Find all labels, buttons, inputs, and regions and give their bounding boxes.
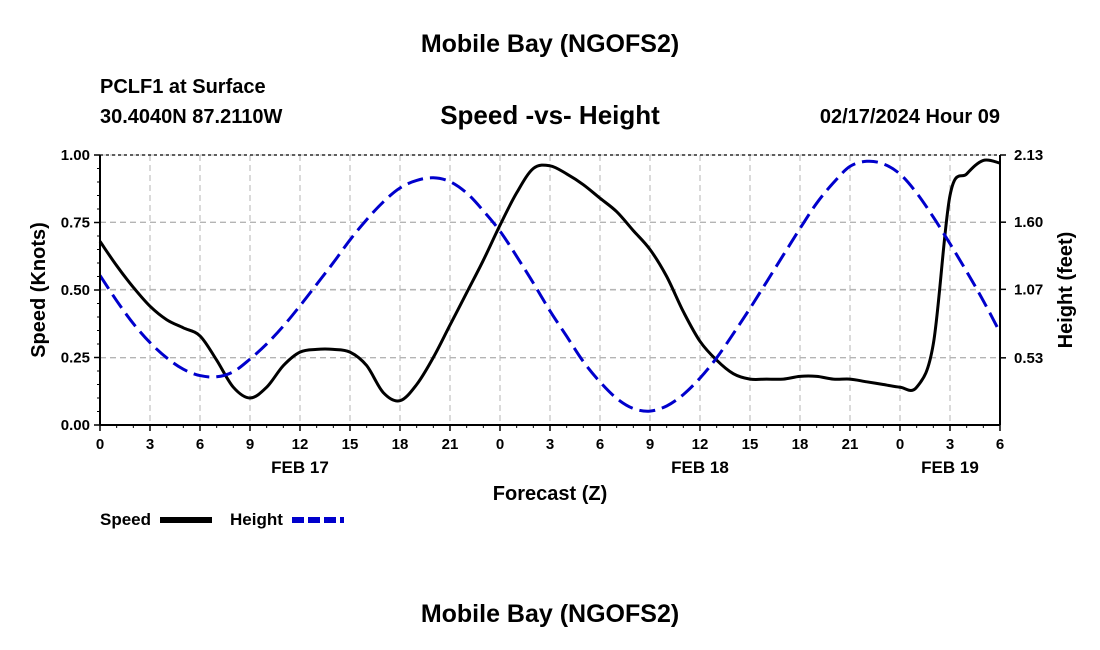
- series-line-height: [98, 159, 1002, 413]
- x-axis-title: Forecast (Z): [493, 483, 607, 505]
- x-tick-label: 3: [546, 436, 554, 453]
- y-right-tick-label: 1.60: [1014, 214, 1043, 231]
- x-tick-label: 15: [742, 436, 759, 453]
- date-label: FEB 19: [921, 458, 979, 477]
- x-tick-label: 6: [196, 436, 204, 453]
- x-tick-label: 21: [442, 436, 459, 453]
- x-tick-label: 0: [96, 436, 104, 453]
- datetime-label: 02/17/2024 Hour 09: [819, 106, 1000, 128]
- axes: [94, 154, 1006, 431]
- page-title: Mobile Bay (NGOFS2): [420, 30, 680, 58]
- y-left-tick-label: 0.25: [61, 350, 90, 367]
- page-title-bottom: Mobile Bay (NGOFS2): [420, 600, 680, 628]
- x-tick-label: 6: [596, 436, 604, 453]
- legend: Speed Height: [100, 510, 344, 529]
- legend-label-speed: Speed: [100, 510, 151, 529]
- y-left-tick-label: 0.00: [61, 417, 90, 434]
- coordinates-label: 30.4040N 87.2110W: [100, 106, 283, 128]
- date-label: FEB 18: [671, 458, 729, 477]
- legend-label-height: Height: [230, 510, 283, 529]
- station-label: PCLF1 at Surface: [100, 76, 266, 98]
- x-tick-label: 9: [646, 436, 654, 453]
- y-left-tick-label: 1.00: [61, 147, 90, 164]
- x-tick-label: 15: [342, 436, 359, 453]
- x-tick-label: 3: [146, 436, 154, 453]
- date-label: FEB 17: [271, 458, 329, 477]
- x-tick-label: 12: [292, 436, 309, 453]
- y-left-tick-label: 0.50: [61, 282, 90, 299]
- series-line-speed: [98, 158, 1001, 403]
- x-tick-label: 18: [792, 436, 809, 453]
- y-left-tick-label: 0.75: [61, 215, 90, 232]
- x-tick-label: 0: [896, 436, 904, 453]
- x-tick-label: 18: [392, 436, 409, 453]
- y-axis-right-title: Height (feet): [1055, 232, 1077, 349]
- y-right-tick-label: 1.07: [1014, 281, 1043, 298]
- y-right-tick-label: 0.53: [1014, 350, 1043, 367]
- grid: [100, 154, 1000, 425]
- series: [98, 158, 1002, 413]
- y-axis-left-title: Speed (Knots): [28, 222, 50, 358]
- x-tick-label: 0: [496, 436, 504, 453]
- x-tick-label: 3: [946, 436, 954, 453]
- x-tick-label: 12: [692, 436, 709, 453]
- x-tick-label: 9: [246, 436, 254, 453]
- chart-subtitle: Speed -vs- Height: [440, 100, 660, 130]
- axis-labels: 0 3 6 9 12 15 18 21 0 3 6 9 12 15 18 21 0 3 6 FEB 17 FEB 18 F…: [61, 147, 1043, 477]
- y-right-tick-label: 2.13: [1014, 147, 1043, 164]
- x-tick-label: 6: [996, 436, 1004, 453]
- x-tick-label: 21: [842, 436, 859, 453]
